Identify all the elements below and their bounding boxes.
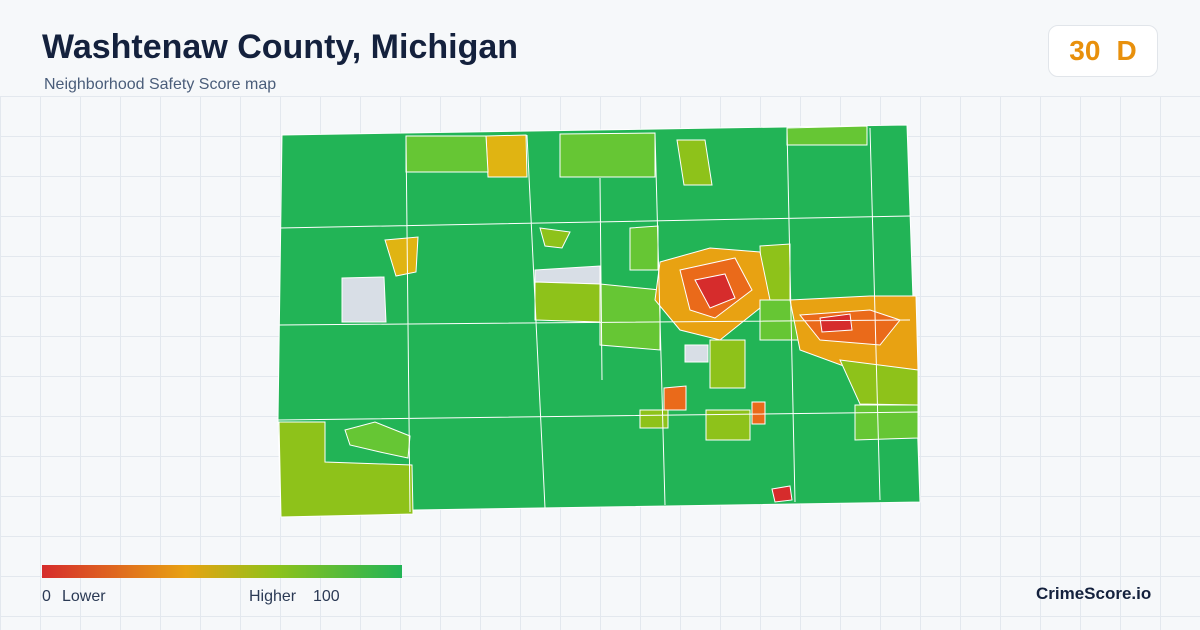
region	[709, 339, 746, 389]
region	[771, 485, 793, 503]
region	[639, 409, 669, 429]
region	[405, 135, 489, 173]
score-grade: D	[1116, 35, 1137, 66]
region	[559, 132, 656, 178]
region	[534, 281, 601, 323]
title: Washtenaw County, Michigan	[42, 28, 519, 66]
legend-max-label: Higher	[249, 588, 297, 605]
boundary	[277, 127, 921, 513]
region	[751, 401, 766, 425]
brand: CrimeScore.io	[1036, 584, 1152, 603]
region	[663, 385, 687, 411]
region	[684, 344, 709, 363]
region	[344, 421, 411, 459]
region	[629, 225, 659, 271]
header: Washtenaw County, Michigan Neighborhood …	[0, 0, 1200, 97]
legend-min-label: Lower	[62, 588, 106, 605]
region	[278, 421, 414, 518]
region	[854, 404, 919, 441]
score-value: 30	[1069, 35, 1101, 66]
region	[705, 409, 751, 441]
map-regions	[277, 124, 921, 518]
region	[599, 283, 661, 351]
region	[694, 273, 736, 309]
region	[539, 227, 571, 249]
region	[819, 313, 853, 333]
region	[341, 276, 387, 323]
township-lines	[277, 127, 921, 513]
legend-gradient	[42, 565, 402, 578]
score-badge: 30 D	[1048, 25, 1158, 77]
region	[676, 139, 713, 186]
legend-max: 100	[313, 588, 340, 605]
subtitle: Neighborhood Safety Score map	[44, 76, 277, 93]
region	[786, 125, 868, 146]
region	[485, 134, 528, 178]
legend-min: 0	[42, 588, 51, 605]
